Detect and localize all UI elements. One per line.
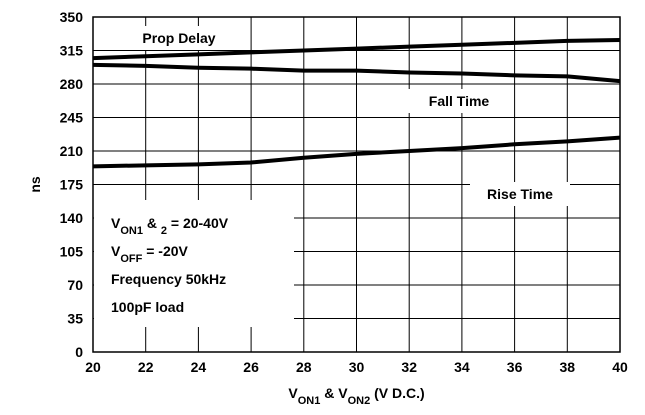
x-axis-label: VON1 & VON2 (V D.C.) [288, 385, 424, 407]
x-tick-label: 24 [191, 359, 207, 375]
annotation-line-part: = 20-40V [167, 215, 229, 231]
y-tick-label: 315 [60, 43, 84, 59]
x-axis-label-part: & V [320, 385, 348, 401]
x-axis-label-part: ON1 [298, 395, 321, 407]
annotation-line: VON1 & 2 = 20-40V [111, 215, 229, 237]
y-axis-label: ns [27, 176, 43, 193]
annotation-line-part: & [143, 215, 161, 231]
x-tick-label: 26 [243, 359, 259, 375]
annotation-line-part: = -20V [142, 243, 188, 259]
x-tick-label: 32 [401, 359, 417, 375]
x-tick-label: 20 [85, 359, 101, 375]
x-axis-label-part: ON2 [348, 395, 371, 407]
annotation-line-part: 100pF load [111, 299, 184, 315]
annotation-bg [94, 200, 294, 327]
series-label: Rise Time [487, 186, 553, 202]
y-tick-label: 35 [67, 311, 83, 327]
annotation-line-part: Frequency 50kHz [111, 271, 226, 287]
label-bg [120, 26, 238, 50]
x-tick-label: 38 [560, 359, 576, 375]
series-label: Fall Time [429, 93, 490, 109]
annotation-line: 100pF load [111, 299, 184, 315]
y-tick-label: 210 [60, 143, 84, 159]
annotation-line-part: 2 [161, 225, 167, 237]
y-tick-label: 140 [60, 210, 84, 226]
series-line [92, 62, 621, 84]
y-tick-label: 350 [60, 9, 84, 25]
series-line [92, 135, 621, 169]
annotation-line-part: OFF [120, 253, 142, 265]
series-label: Prop Delay [142, 30, 215, 46]
y-tick-label: 245 [60, 110, 84, 126]
annotation-line-part: V [111, 243, 121, 259]
x-tick-label: 34 [454, 359, 470, 375]
y-tick-label: 105 [60, 244, 84, 260]
plot-border [92, 16, 621, 353]
label-bg [405, 89, 513, 113]
x-tick-label: 40 [612, 359, 628, 375]
x-axis-label-part: (V D.C.) [370, 385, 424, 401]
annotation-line-part: V [111, 215, 121, 231]
y-tick-label: 70 [67, 277, 83, 293]
x-axis-label-part: V [288, 385, 298, 401]
x-tick-label: 28 [296, 359, 312, 375]
label-bg [470, 182, 570, 206]
x-tick-label: 22 [138, 359, 154, 375]
series-line [92, 37, 621, 61]
x-tick-label: 30 [349, 359, 365, 375]
y-tick-label: 0 [75, 344, 83, 360]
annotation-line: Frequency 50kHz [111, 271, 226, 287]
annotation-line: VOFF = -20V [111, 243, 189, 265]
annotation-line-part: ON1 [120, 225, 143, 237]
x-tick-label: 36 [507, 359, 523, 375]
y-tick-label: 280 [60, 76, 84, 92]
y-tick-label: 175 [60, 177, 84, 193]
